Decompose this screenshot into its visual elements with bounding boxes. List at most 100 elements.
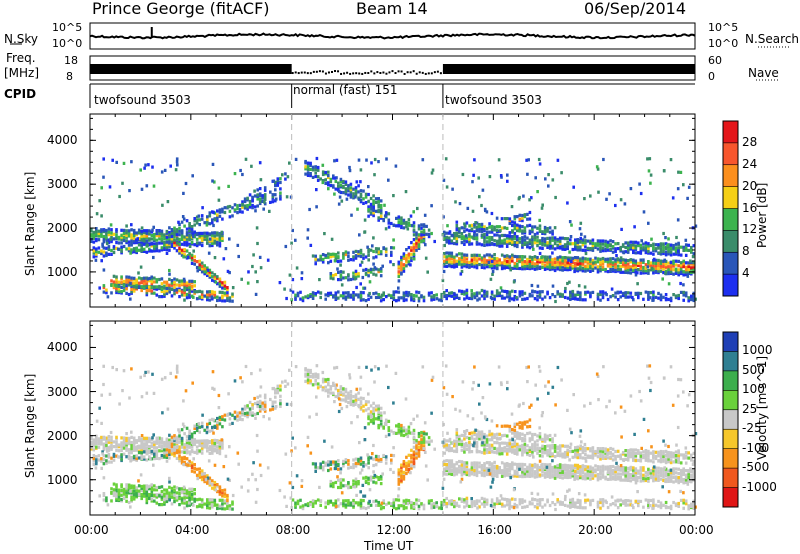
power-cell: [570, 223, 573, 227]
velocity-cell: [145, 487, 149, 491]
velocity-cell: [609, 472, 612, 476]
velocity-cell: [137, 451, 141, 455]
velocity-cell: [306, 381, 310, 385]
velocity-cell: [354, 393, 358, 397]
velocity-cell: [604, 465, 607, 469]
power-cell: [581, 248, 585, 252]
velocity-cell: [372, 463, 375, 468]
velocity-cell: [314, 372, 317, 376]
power-cell: [332, 184, 335, 188]
power-cell: [463, 253, 466, 257]
power-cell: [153, 286, 156, 290]
power-cell: [385, 295, 388, 299]
power-cell: [664, 259, 668, 263]
power-cell: [304, 167, 307, 171]
velocity-cell: [294, 503, 297, 508]
velocity-cell: [379, 422, 383, 426]
power-cell: [579, 264, 582, 268]
power-cell: [400, 225, 403, 230]
power-cell: [692, 244, 696, 248]
power-cell: [357, 293, 360, 297]
power-cell: [677, 170, 680, 174]
power-cell: [168, 268, 171, 273]
power-cell: [571, 292, 575, 296]
power-cell: [400, 219, 403, 223]
power-cell: [198, 263, 201, 267]
power-cell: [337, 259, 340, 264]
power-cell: [540, 206, 544, 210]
velocity-cell: [306, 502, 310, 506]
velocity-cell: [319, 464, 322, 469]
power-cell: [649, 181, 652, 185]
velocity-cell: [243, 413, 247, 418]
power-cell: [475, 294, 479, 298]
power-cell: [364, 255, 368, 259]
power-cell: [483, 289, 486, 293]
velocity-cell: [332, 462, 335, 466]
power-cell: [682, 273, 685, 277]
power-cell: [362, 268, 365, 272]
power-cell: [498, 291, 501, 295]
power-cell: [574, 258, 577, 262]
velocity-cell: [621, 466, 625, 470]
power-cell: [216, 233, 219, 237]
velocity-cell: [183, 493, 186, 497]
velocity-cell: [649, 471, 653, 475]
velocity-cell: [178, 440, 181, 444]
velocity-cell: [190, 495, 194, 499]
power-cell: [473, 292, 476, 296]
power-cell: [453, 293, 456, 297]
velocity-cell: [110, 487, 113, 491]
velocity-cell: [168, 452, 171, 456]
velocity-cell: [165, 490, 169, 494]
power-cell: [579, 291, 582, 295]
power-cell: [682, 248, 685, 252]
power-cell: [574, 261, 577, 266]
power-cell: [626, 259, 630, 263]
power-cell: [629, 265, 633, 269]
power-cell: [367, 274, 370, 278]
power-cell: [422, 224, 426, 228]
velocity-cell: [185, 451, 189, 455]
power-cell: [200, 243, 204, 248]
power-cell: [571, 294, 575, 298]
power-cell: [521, 238, 524, 242]
velocity-cell: [95, 462, 98, 466]
power-cell: [606, 245, 609, 249]
velocity-cell: [654, 469, 658, 473]
velocity-cell: [332, 383, 335, 387]
velocity-cell: [256, 404, 259, 409]
velocity-cell: [135, 493, 138, 498]
power-cell: [546, 261, 549, 265]
velocity-cell: [415, 446, 418, 450]
velocity-cell: [339, 485, 343, 490]
velocity-cell: [185, 435, 189, 439]
power-cell: [173, 238, 176, 242]
power-ytick-label: 1000: [47, 264, 78, 279]
power-cell: [291, 228, 294, 233]
velocity-cell: [140, 488, 143, 493]
power-cell: [480, 229, 484, 234]
velocity-cell: [453, 470, 456, 474]
velocity-cell: [306, 368, 310, 372]
velocity-cell: [198, 497, 201, 501]
power-cell: [651, 298, 654, 302]
velocity-cell: [241, 410, 244, 414]
power-cell: [536, 298, 539, 302]
velocity-cell: [591, 466, 595, 470]
power-cell: [508, 221, 512, 225]
power-cell: [503, 264, 506, 268]
power-cell: [405, 248, 408, 252]
power-cell: [453, 236, 456, 240]
power-cell: [221, 238, 224, 242]
power-cell: [647, 249, 650, 254]
velocity-cell: [616, 475, 620, 479]
power-cell: [508, 261, 512, 265]
velocity-cell: [574, 466, 577, 470]
power-cell: [495, 243, 499, 247]
power-cell: [647, 297, 650, 301]
power-cell: [493, 225, 496, 229]
velocity-cell: [170, 444, 174, 449]
power-cell: [579, 268, 582, 272]
velocity-cell: [140, 439, 143, 443]
